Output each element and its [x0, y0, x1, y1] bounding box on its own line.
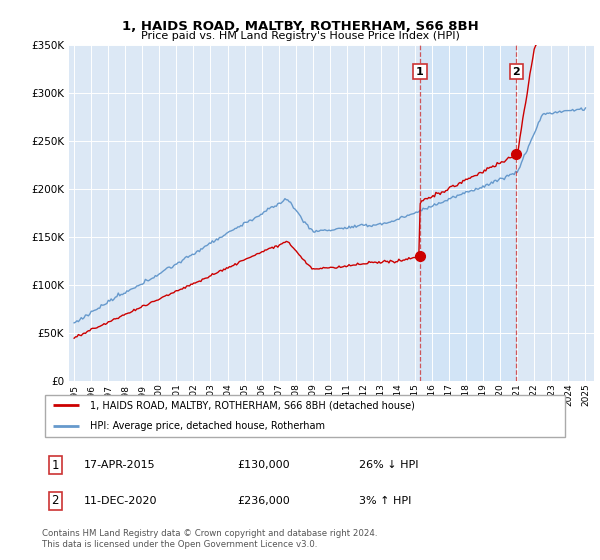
Text: 11-DEC-2020: 11-DEC-2020	[84, 496, 158, 506]
Text: HPI: Average price, detached house, Rotherham: HPI: Average price, detached house, Roth…	[89, 421, 325, 431]
Text: £236,000: £236,000	[238, 496, 290, 506]
Text: 1: 1	[52, 459, 59, 472]
Text: 1, HAIDS ROAD, MALTBY, ROTHERHAM, S66 8BH (detached house): 1, HAIDS ROAD, MALTBY, ROTHERHAM, S66 8B…	[89, 400, 415, 410]
Text: 2: 2	[52, 494, 59, 507]
Text: 2: 2	[512, 67, 520, 77]
Text: Contains HM Land Registry data © Crown copyright and database right 2024.
This d: Contains HM Land Registry data © Crown c…	[42, 529, 377, 549]
Bar	[420, 45, 516, 381]
Text: 1: 1	[416, 67, 424, 77]
Text: £130,000: £130,000	[238, 460, 290, 470]
Text: 26% ↓ HPI: 26% ↓ HPI	[359, 460, 418, 470]
Text: 1, HAIDS ROAD, MALTBY, ROTHERHAM, S66 8BH: 1, HAIDS ROAD, MALTBY, ROTHERHAM, S66 8B…	[122, 20, 478, 32]
Text: Price paid vs. HM Land Registry's House Price Index (HPI): Price paid vs. HM Land Registry's House …	[140, 31, 460, 41]
FancyBboxPatch shape	[44, 395, 565, 437]
Text: 3% ↑ HPI: 3% ↑ HPI	[359, 496, 411, 506]
Text: 17-APR-2015: 17-APR-2015	[84, 460, 156, 470]
